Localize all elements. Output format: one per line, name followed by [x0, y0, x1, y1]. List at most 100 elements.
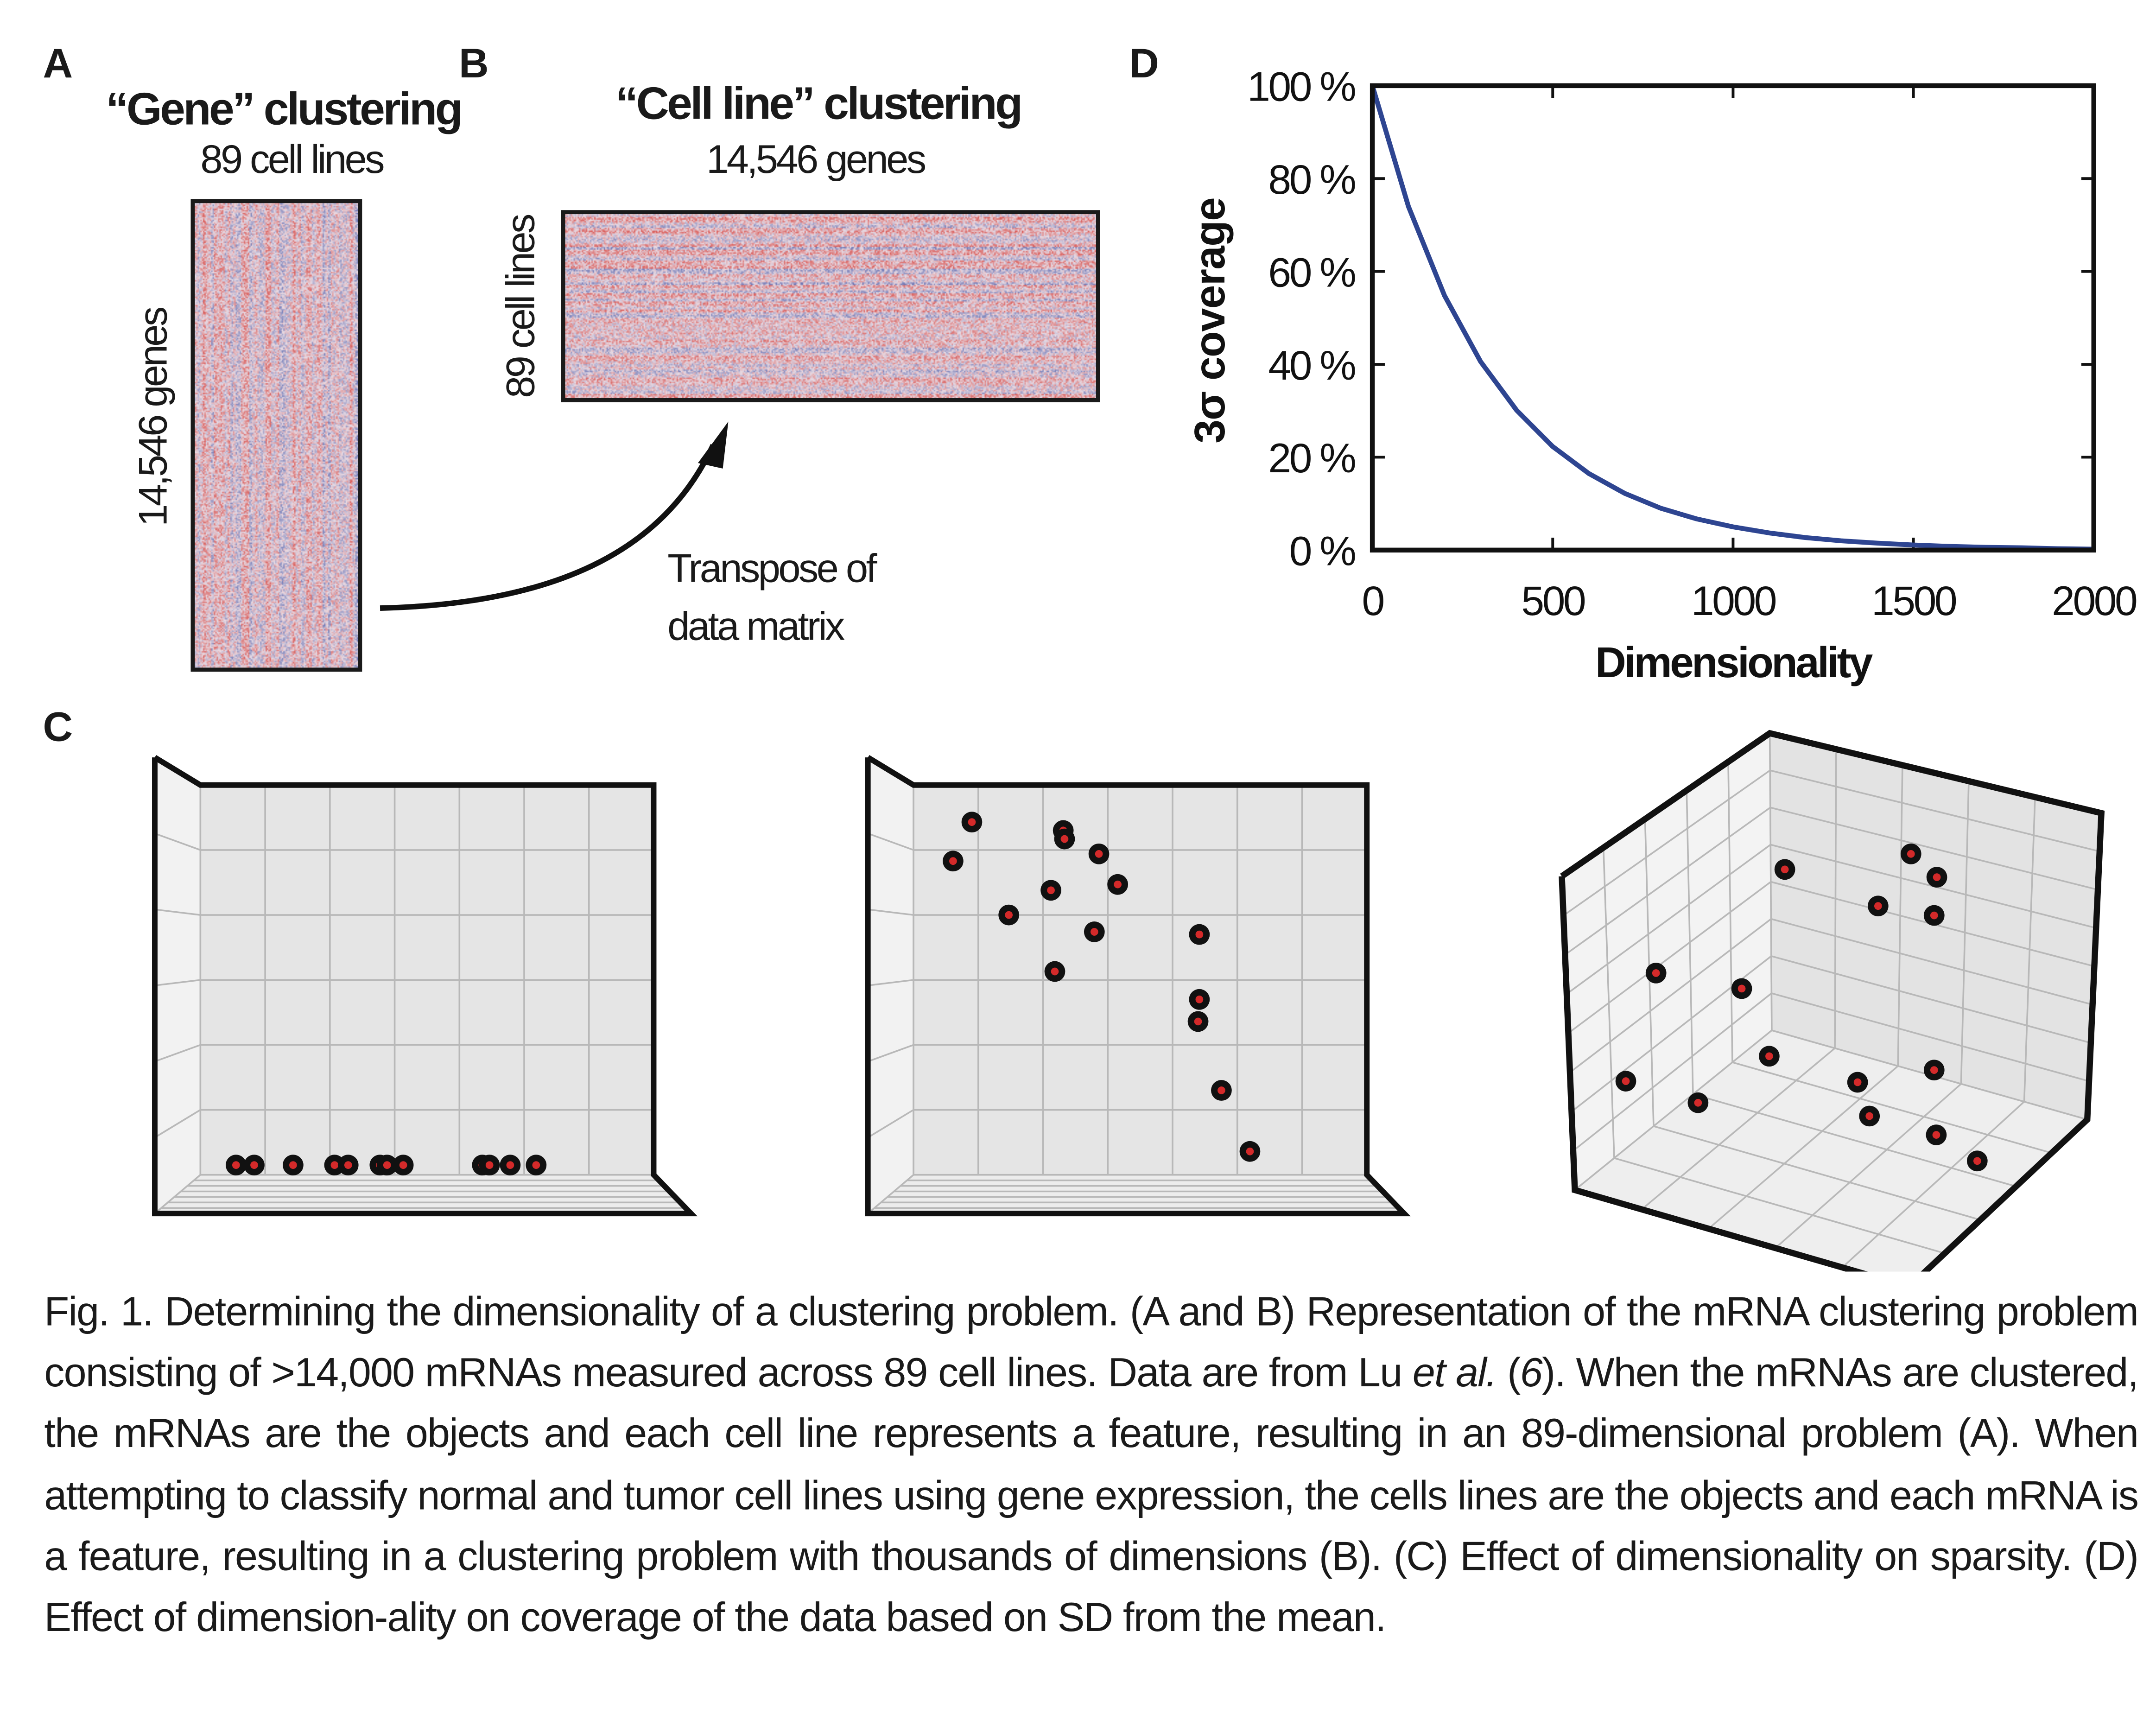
data-point-center: [1930, 911, 1938, 920]
data-point-center: [1195, 995, 1204, 1003]
data-point-center: [250, 1161, 258, 1169]
data-point-center: [1973, 1157, 1981, 1165]
plot-2d-left-wall-gridline: [868, 832, 914, 851]
floor-gridline: [1653, 1125, 1981, 1221]
back-wall-gridline: [1771, 992, 2089, 1082]
plot-2d-floor-gridline: [867, 1174, 914, 1214]
panel-b-title: “Cell line” clustering: [615, 77, 1023, 129]
plot-1d-left-wall-gridline: [154, 908, 201, 916]
data-point-center: [1765, 1052, 1773, 1060]
plot-1d-left-wall-face: [154, 757, 201, 1214]
floor-gridline: [1641, 1047, 1836, 1210]
coverage-chart: 0 500 1000 1500 2000 0 % 20 % 40 % 60 % 80 % 100 %…: [1186, 63, 2138, 686]
plot-3d: [1559, 730, 2105, 1272]
x-tick-label: 1000: [1691, 578, 1776, 624]
floor-face: [1574, 1030, 2087, 1272]
heatmap-b-canvas: [565, 214, 1096, 398]
caption-title: Determining the dimensionality of a clus…: [164, 1289, 1119, 1335]
floor-gridline: [1841, 1101, 2025, 1268]
plot-2d-frame: [865, 755, 1411, 1217]
plot-2d-left-wall-gridline: [867, 1109, 914, 1138]
data-point-center: [383, 1161, 391, 1169]
caption-ref: C: [1406, 1534, 1436, 1580]
plot-frame: [1370, 83, 2096, 553]
y-axis-label: 3σ coverage: [1186, 198, 1234, 444]
caption-etal: et al.: [1412, 1351, 1497, 1397]
heatmap-cell-line-clustering: [561, 210, 1100, 402]
caption-text: ). When the mRNAs are clustered, the mRN…: [44, 1351, 2139, 1580]
caption-fig-number: Fig. 1.: [44, 1289, 153, 1335]
data-point-center: [1865, 1112, 1874, 1120]
data-point-center: [1933, 873, 1941, 881]
plot-2d-left-wall-gridline: [868, 908, 914, 916]
caption-ref: D: [2096, 1534, 2126, 1580]
back-wall-gridline: [1769, 733, 1773, 1031]
panel-label-d: D: [1129, 41, 1159, 87]
plot-1d: [152, 755, 698, 1217]
plot-2d-floor-face: [868, 1174, 1404, 1214]
floor-gridline: [1775, 1083, 1962, 1249]
plot-2d-left-wall-face: [868, 757, 914, 1214]
panel-a-columns-label: 89 cell lines: [200, 138, 385, 183]
caption-text: (: [1129, 1289, 1143, 1335]
y-tick-label: 20 %: [1268, 435, 1355, 481]
floor-gridline: [1614, 1157, 1945, 1254]
x-tick-label: 0: [1362, 578, 1383, 624]
plot-2d: [865, 755, 1411, 1217]
left-wall-gridline: [1564, 806, 1771, 956]
floor-gridline: [1574, 1029, 1773, 1191]
floor-gridline: [1693, 1093, 2016, 1187]
x-axis-label: Dimensionality: [1595, 638, 1873, 686]
data-point-center: [1195, 930, 1204, 939]
caption-ref: A: [1142, 1289, 1167, 1335]
coverage-line: [1370, 85, 2094, 552]
data-point-center: [1930, 1066, 1938, 1074]
transpose-note-line1: Transpose of: [667, 547, 877, 592]
caption-text: ) Representation of the mRNA clustering …: [44, 1289, 2138, 1397]
data-point-center: [232, 1161, 240, 1169]
arrow-shaft: [380, 444, 716, 611]
data-point-center: [485, 1161, 494, 1169]
panel-a-title: “Gene” clustering: [106, 83, 463, 134]
floor-gridline: [1708, 1065, 1899, 1230]
plot-1d-left-wall-gridline: [154, 979, 201, 986]
data-point-center: [1874, 902, 1882, 910]
data-point-center: [1853, 1078, 1862, 1086]
data-point-center: [1781, 865, 1789, 874]
data-point-center: [1005, 911, 1013, 919]
x-tick-label: 2000: [2052, 578, 2137, 624]
left-wall-face: [1561, 733, 1772, 1190]
data-point-center: [330, 1161, 339, 1169]
data-point-center: [1051, 967, 1059, 976]
data-point-center: [289, 1161, 297, 1169]
back-wall-gridline: [1770, 918, 2093, 1006]
plot-1d-left-wall-gridline: [154, 1044, 201, 1062]
y-tick-label: 40 %: [1268, 342, 1355, 388]
panel-label-b: B: [459, 41, 489, 87]
data-point-center: [1060, 835, 1069, 843]
data-point-center: [1218, 1086, 1225, 1094]
data-point-center: [532, 1161, 540, 1169]
plot-1d-frame: [152, 755, 698, 1217]
y-tick-label: 0 %: [1289, 528, 1356, 574]
back-wall-gridline: [1770, 806, 2098, 891]
left-wall-gridline: [1569, 918, 1772, 1073]
data-point-center: [1652, 969, 1660, 977]
plot-2d-left-wall-gridline: [868, 1044, 914, 1062]
left-wall-gridline: [1566, 844, 1771, 995]
y-tick-label: 60 %: [1268, 249, 1355, 295]
data-point-center: [968, 818, 976, 826]
data-point-center: [1622, 1077, 1630, 1085]
caption-text: ) Effect of dimension-ality on coverage …: [44, 1534, 2138, 1641]
y-tick-label: 80 %: [1268, 156, 1355, 203]
x-tick-label: 1500: [1871, 578, 1956, 624]
heatmap-a-canvas: [195, 203, 358, 668]
data-point-center: [949, 857, 957, 865]
data-point-center: [1114, 880, 1122, 889]
figure-caption: Fig. 1. Determining the dimensionality o…: [44, 1282, 2139, 1649]
data-point-center: [344, 1161, 352, 1169]
panel-b-columns-label: 14,546 genes: [706, 138, 926, 183]
data-point-center: [1095, 850, 1103, 858]
transpose-arrow: [380, 421, 729, 611]
